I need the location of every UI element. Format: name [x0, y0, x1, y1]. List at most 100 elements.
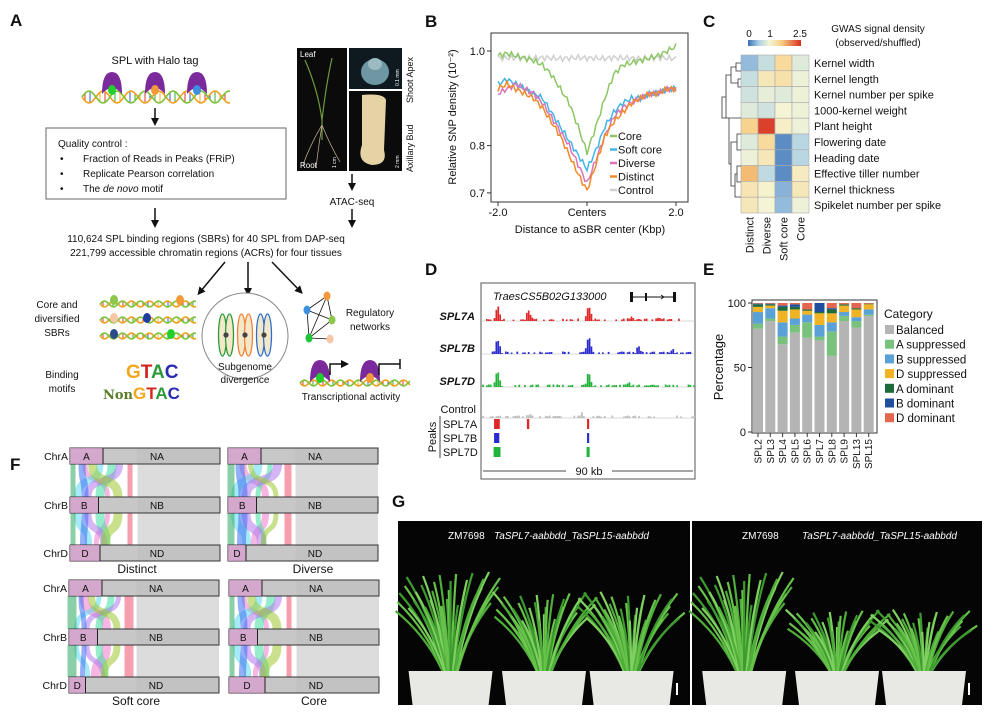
bullet: • — [60, 154, 64, 165]
signal-bar — [495, 416, 498, 418]
bullet: • — [60, 184, 64, 195]
signal-bar — [531, 384, 534, 387]
signal-bar — [693, 416, 696, 418]
signal-bar — [622, 351, 625, 354]
bar-segment-b-dominant — [777, 305, 788, 307]
signal-bar — [655, 318, 657, 321]
heatmap-cell — [757, 165, 776, 182]
subgenome-segment — [70, 497, 99, 513]
plant-leaf — [879, 623, 919, 672]
plant-leaf — [637, 617, 680, 672]
row-label: 1000-kernel weight — [814, 105, 907, 117]
row-label: Spikelet number per spike — [814, 200, 941, 212]
column-label: Diverse — [762, 217, 774, 254]
signal-bar — [482, 384, 484, 387]
qc-item-motif-italic: de novo — [103, 184, 139, 195]
bar-segment-balanced — [863, 315, 874, 432]
plant-leaf — [543, 599, 549, 672]
bar-segment-d-dominant — [839, 303, 850, 305]
signal-bar — [524, 352, 526, 354]
signal-bar — [653, 351, 656, 354]
bar-segment-a-dominant — [851, 308, 862, 310]
bar-segment-b-dominant — [765, 303, 776, 305]
plant-leaf — [451, 579, 469, 672]
flow-panel-distinct: A NA ChrA B NB ChrB D ND ChrD Distinct — [43, 447, 221, 576]
plant-leaf — [836, 615, 842, 672]
signal-bar — [588, 374, 591, 387]
bar-segment-a-suppressed — [753, 323, 763, 329]
signal-bar — [505, 416, 507, 418]
signal-bar — [571, 384, 574, 387]
signal-bar — [539, 351, 541, 354]
signal-bar — [628, 382, 631, 387]
signal-bar — [619, 351, 621, 354]
signal-bar — [485, 385, 488, 387]
signal-bar — [501, 385, 503, 387]
bar-segment-a-dominant — [802, 309, 813, 311]
signal-bar — [664, 384, 667, 387]
signal-bar — [506, 351, 509, 354]
subgenome-label-line2: divergence — [221, 375, 270, 386]
signal-bar — [491, 351, 494, 354]
chromosome-icon — [255, 313, 273, 357]
segment-label-a: A — [241, 452, 248, 463]
core-sbrs-label-line2: diversified — [34, 314, 79, 325]
series-lines — [497, 43, 677, 192]
stacked-bar-spl3: SPL3 — [765, 303, 777, 463]
segment-label-a: A — [242, 584, 249, 595]
signal-bar — [685, 352, 688, 354]
signal-bar — [552, 384, 555, 387]
scale-root: 1 cm — [332, 157, 338, 168]
root-label: Root — [300, 161, 318, 170]
flow-ribbon — [247, 595, 282, 678]
plant-leaf — [545, 598, 566, 672]
heatmap-cell — [757, 54, 776, 72]
signal-bar — [668, 318, 671, 321]
signal-bar — [636, 385, 638, 387]
signal-bar — [643, 385, 646, 387]
signal-bar — [581, 385, 583, 387]
signal-bar — [626, 415, 629, 418]
panel-title: Core — [301, 694, 327, 708]
signal-bar — [645, 352, 648, 354]
plant-leaf — [528, 607, 543, 672]
arrow-icon — [271, 261, 303, 294]
signal-bar — [645, 318, 648, 321]
stacked-bar-spl15: SPL15 — [863, 303, 875, 469]
chromosome-label: ChrA — [44, 451, 68, 463]
signal-bar — [651, 319, 654, 321]
legend-label: D dominant — [896, 413, 956, 425]
signal-bar — [638, 346, 640, 354]
signal-bar — [693, 385, 696, 387]
row-label: Kernel width — [814, 58, 875, 70]
signal-bar — [482, 415, 484, 418]
binding-motifs-label-line2: motifs — [49, 384, 76, 395]
legend-label: Control — [618, 185, 653, 197]
bar-segment-d-dominant — [789, 303, 800, 305]
track-spl7a: SPL7A — [440, 306, 694, 323]
scale-bar — [968, 683, 970, 695]
signal-bar — [640, 350, 642, 354]
signal-bar — [634, 415, 637, 418]
plant-leaf — [837, 630, 850, 672]
signal-bar — [535, 318, 538, 321]
signal-bar — [643, 318, 646, 321]
plant-leaf — [830, 631, 838, 672]
bar-segment-a-suppressed — [765, 318, 776, 322]
x-tick-label: Centers — [568, 207, 607, 219]
peak-region — [586, 447, 590, 457]
panel-label-b: B — [425, 12, 437, 31]
signal-bar — [626, 383, 629, 387]
spl-protein-icon — [108, 85, 116, 95]
series-line-core — [497, 43, 677, 156]
signal-bar — [651, 351, 654, 354]
signal-bar — [680, 352, 682, 354]
colorbar — [748, 40, 801, 46]
signal-bar — [641, 351, 644, 354]
signal-bar — [522, 352, 524, 354]
atac-seq-label: ATAC-seq — [330, 197, 375, 208]
dna-with-halo-proteins-illustration — [81, 72, 230, 104]
bar-segment-a-suppressed — [863, 314, 874, 316]
legend-label: Distinct — [618, 172, 654, 184]
flow-panel-soft-core: A NA ChrA B NB ChrB D ND ChrD Soft core — [42, 579, 220, 708]
